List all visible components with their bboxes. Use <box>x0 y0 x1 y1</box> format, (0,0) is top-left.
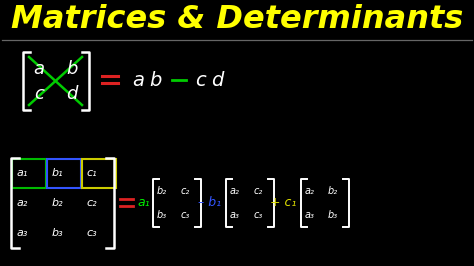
Text: a₂: a₂ <box>16 198 27 208</box>
Text: a: a <box>132 70 144 89</box>
Text: b₂: b₂ <box>51 198 63 208</box>
Bar <box>12 159 46 188</box>
Text: – b₁: – b₁ <box>199 197 221 210</box>
Text: a₃: a₃ <box>230 210 240 220</box>
Text: c₂: c₂ <box>87 198 97 208</box>
Text: b₃: b₃ <box>51 228 63 238</box>
Text: a₁: a₁ <box>137 197 150 210</box>
Text: a₂: a₂ <box>230 186 240 196</box>
Text: b: b <box>66 60 78 78</box>
Text: Matrices & Determinants: Matrices & Determinants <box>11 4 463 35</box>
Text: c: c <box>34 85 44 103</box>
Text: c₃: c₃ <box>254 210 263 220</box>
Text: a: a <box>34 60 45 78</box>
Text: d: d <box>211 70 223 89</box>
Text: a₁: a₁ <box>16 168 27 178</box>
Text: b₁: b₁ <box>51 168 63 178</box>
Text: b₂: b₂ <box>157 186 167 196</box>
Text: b₃: b₃ <box>328 210 338 220</box>
Text: c₂: c₂ <box>181 186 190 196</box>
Text: a₃: a₃ <box>305 210 315 220</box>
Text: c₂: c₂ <box>254 186 263 196</box>
Text: c₃: c₃ <box>181 210 190 220</box>
Text: b: b <box>149 70 161 89</box>
Text: c₃: c₃ <box>87 228 97 238</box>
Text: + c₁: + c₁ <box>270 197 296 210</box>
Text: c: c <box>195 70 205 89</box>
Text: c₁: c₁ <box>87 168 97 178</box>
Text: a₃: a₃ <box>16 228 27 238</box>
Text: b₂: b₂ <box>328 186 338 196</box>
Text: b₃: b₃ <box>157 210 167 220</box>
Bar <box>47 159 81 188</box>
Text: a₂: a₂ <box>305 186 315 196</box>
Text: d: d <box>66 85 78 103</box>
Bar <box>82 159 116 188</box>
